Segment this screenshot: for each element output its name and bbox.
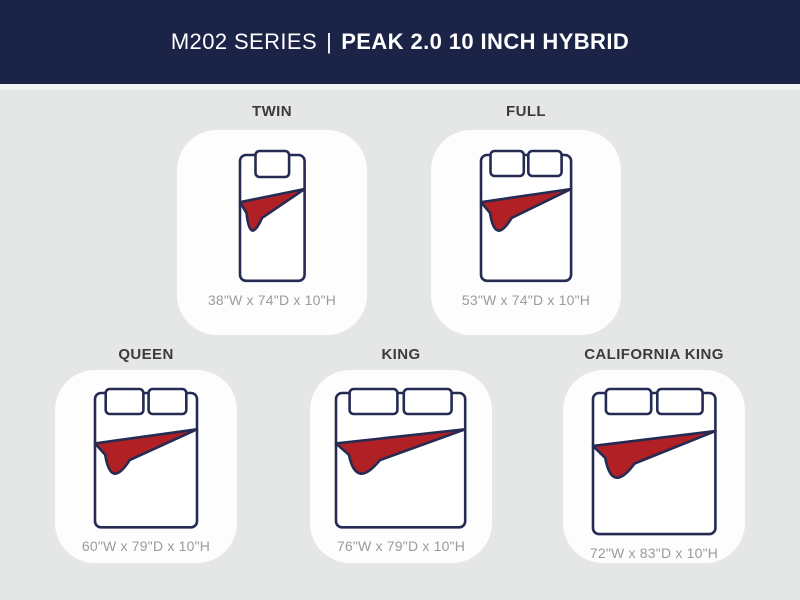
size-block-full: FULL 53"W x 74"D x 10"H bbox=[431, 104, 621, 335]
king-bed-icon bbox=[333, 386, 468, 530]
california-king-bed-icon bbox=[590, 386, 718, 537]
size-dimensions-king: 76"W x 79"D x 10"H bbox=[336, 538, 466, 555]
size-card-california-king: 72"W x 83"D x 10"H bbox=[563, 370, 745, 563]
title-separator: | bbox=[326, 29, 333, 54]
queen-bed-icon bbox=[92, 386, 200, 530]
page-title: M202 SERIES | PEAK 2.0 10 INCH HYBRID bbox=[171, 29, 629, 55]
size-label-queen: QUEEN bbox=[118, 346, 174, 363]
size-block-california-king: CALIFORNIA KING 72"W x 83"D x 10"H bbox=[563, 347, 745, 563]
twin-bed-icon bbox=[237, 148, 308, 284]
size-card-queen: 60"W x 79"D x 10"H bbox=[55, 370, 237, 563]
model-name: PEAK 2.0 10 INCH HYBRID bbox=[341, 29, 630, 54]
size-block-twin: TWIN 38"W x 74"D x 10"H bbox=[177, 104, 367, 335]
size-dimensions-twin: 38"W x 74"D x 10"H bbox=[207, 291, 337, 308]
size-block-king: KING 76"W x 79"D x 10"H bbox=[310, 347, 492, 563]
size-dimensions-california-king: 72"W x 83"D x 10"H bbox=[589, 545, 719, 562]
size-label-full: FULL bbox=[506, 103, 546, 120]
size-dimensions-full: 53"W x 74"D x 10"H bbox=[461, 291, 591, 308]
header-banner: M202 SERIES | PEAK 2.0 10 INCH HYBRID bbox=[0, 0, 800, 84]
size-card-king: 76"W x 79"D x 10"H bbox=[310, 370, 492, 563]
header-divider bbox=[0, 84, 800, 90]
size-label-california-king: CALIFORNIA KING bbox=[584, 346, 724, 363]
size-dimensions-queen: 60"W x 79"D x 10"H bbox=[81, 538, 211, 555]
size-card-twin: 38"W x 74"D x 10"H bbox=[177, 130, 367, 335]
full-bed-icon bbox=[478, 148, 574, 284]
size-card-full: 53"W x 74"D x 10"H bbox=[431, 130, 621, 335]
size-label-king: KING bbox=[381, 346, 421, 363]
series-name: M202 SERIES bbox=[170, 29, 318, 54]
size-label-twin: TWIN bbox=[252, 103, 292, 120]
size-block-queen: QUEEN 60"W x 79"D x 10"H bbox=[55, 347, 237, 563]
